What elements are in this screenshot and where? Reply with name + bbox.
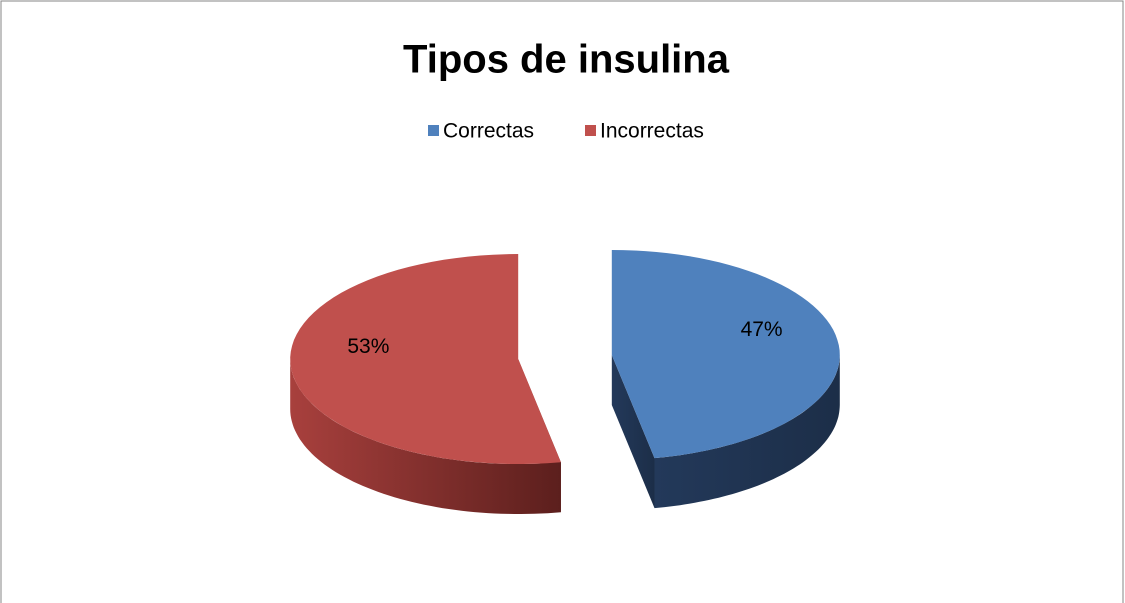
legend-label: Correctas xyxy=(443,120,534,143)
slice-top xyxy=(290,254,561,464)
slice-top xyxy=(611,250,840,459)
data-label: 53% xyxy=(347,335,389,358)
legend-swatch xyxy=(585,125,596,136)
chart-title: Tipos de insulina xyxy=(403,38,730,82)
data-label: 47% xyxy=(741,318,783,341)
slice-side xyxy=(611,355,655,509)
legend-label: Incorrectas xyxy=(600,120,704,143)
pie-slice xyxy=(611,250,840,509)
pie-slice xyxy=(290,254,561,514)
slice-wall xyxy=(290,359,561,514)
slice-wall xyxy=(654,355,840,509)
legend-swatch xyxy=(428,125,439,136)
